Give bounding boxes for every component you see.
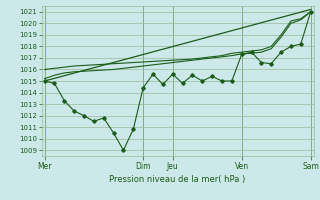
X-axis label: Pression niveau de la mer( hPa ): Pression niveau de la mer( hPa ) [109, 175, 246, 184]
